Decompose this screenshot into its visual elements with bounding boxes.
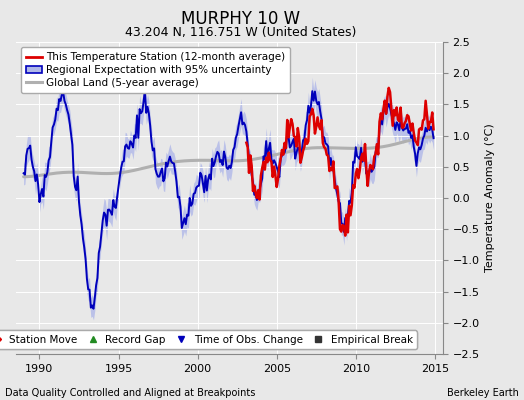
- Text: Data Quality Controlled and Aligned at Breakpoints: Data Quality Controlled and Aligned at B…: [5, 388, 256, 398]
- Text: MURPHY 10 W: MURPHY 10 W: [181, 10, 301, 28]
- Text: 43.204 N, 116.751 W (United States): 43.204 N, 116.751 W (United States): [125, 26, 357, 39]
- Y-axis label: Temperature Anomaly (°C): Temperature Anomaly (°C): [485, 124, 495, 272]
- Text: Berkeley Earth: Berkeley Earth: [447, 388, 519, 398]
- Legend: Station Move, Record Gap, Time of Obs. Change, Empirical Break: Station Move, Record Gap, Time of Obs. C…: [0, 330, 417, 349]
